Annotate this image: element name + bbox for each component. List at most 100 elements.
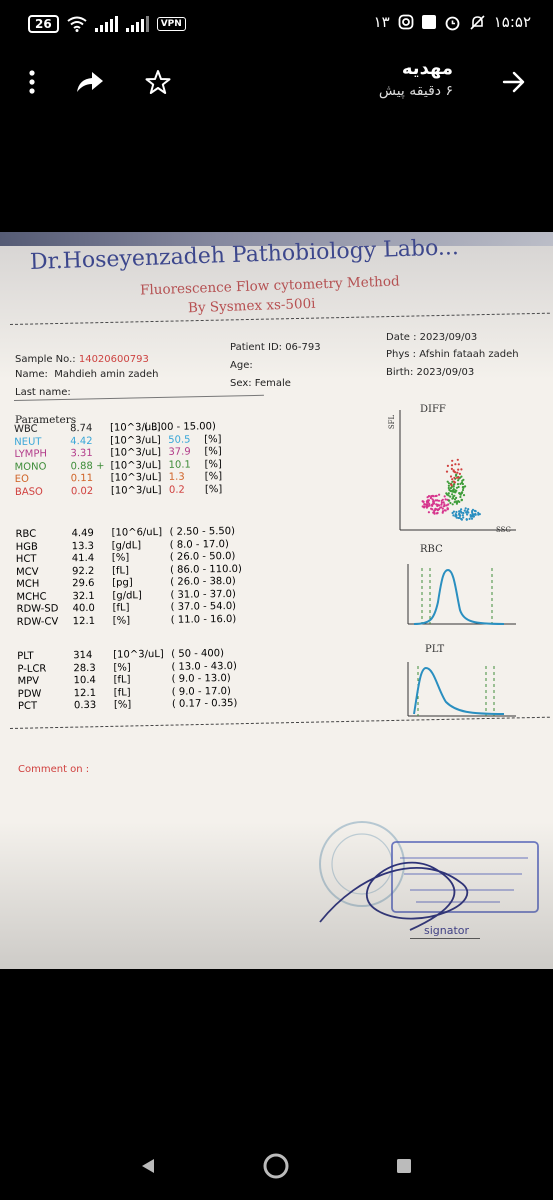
parameter-range [145,459,205,472]
patient-id: Patient ID: 06-793 [230,342,321,353]
parameter-name: PLT [17,650,34,662]
parameter-range: ( 0.17 - 0.35) [171,697,238,710]
parameter-range: ( 8.0 - 17.0) [169,538,229,551]
parameter-value: 32.1 [72,590,95,602]
parameter-unit: [fL] [113,686,131,699]
rbc-histogram [407,564,516,625]
signature-line [410,938,480,939]
parameter-value: 40.0 [72,602,95,615]
rbc-group: RBC 4.49 [10^6/uL] ( 2.50 - 5.50) HGB 13.3 [g/… [15,526,241,629]
sex: Sex: Female [230,378,291,389]
parameter-value: 12.1 [72,615,96,627]
parameter-unit: [fL] [113,674,131,686]
parameter-name: RDW-SD [16,603,59,615]
diff-label: DIFF [420,404,446,415]
battery-indicator: 26 [28,15,59,33]
circle-home-icon [263,1153,289,1179]
photo-top-edge [0,232,553,246]
parameter-value: 0.88 + [70,460,105,472]
wbc-group: WBC 8.74 [10^3/uL]( 3.00 - 15.00) NEUT 4.42[… [14,421,229,499]
parameter-table: WBC 8.74 [10^3/uL] ( 3.00 - 15.00) NEUT 4.42 [… [14,421,242,713]
parameter-name: HGB [15,541,38,553]
parameter-value: 41.4 [71,552,95,565]
parameter-range: ( 9.0 - 13.0) [171,672,231,685]
parameter-range: ( 31.0 - 37.0) [170,588,236,601]
navigation-bar [0,1132,553,1200]
parameter-range: ( 11.0 - 16.0) [170,613,237,626]
parameter-range: ( 26.0 - 50.0) [169,550,236,563]
parameter-name: MPV [17,675,40,687]
parameter-name: BASO [14,486,43,498]
last-name-row: Last name: [15,387,71,398]
vpn-badge: VPN [156,17,186,31]
parameter-value: 3.31 [70,447,93,460]
share-arrow-icon [77,72,103,92]
parameter-value: 4.49 [71,527,94,540]
back-button[interactable] [496,64,532,100]
parameter-range: ( 50 - 400) [171,648,225,660]
device-title: By Sysmex xs-500i [187,295,316,317]
parameter-name: HCT [15,553,37,565]
parameter-name: P-LCR [17,663,47,675]
physician: Phys : Afshin fataah zadeh [386,349,519,360]
sample-no-row: Sample No.: 14020600793 [15,354,149,365]
nav-recents-button[interactable] [390,1152,418,1180]
sent-time: ۶ دقیقه پیش [378,83,453,99]
forward-button[interactable] [72,64,108,100]
method-title: Fluorescence Flow cytometry Method [139,273,400,299]
date: Date : 2023/09/03 [386,332,478,343]
report-photo[interactable]: Dr.Hoseyenzadeh Pathobiology Labo... Flu… [0,232,553,969]
parameter-percent-unit: [%] [204,471,223,483]
parameter-range [144,446,204,459]
parameter-range: ( 3.00 - 15.00) [143,421,216,434]
more-vertical-icon [29,70,35,94]
parameter-name: RBC [15,528,37,540]
parameter-name: MCHC [16,591,47,603]
parameter-range [144,434,204,447]
comment-label: Comment on : [18,764,90,775]
parameter-value: 29.6 [72,577,95,590]
plt-histogram [407,662,516,717]
nav-back-button[interactable] [134,1152,162,1180]
parameter-name: MONO [14,461,47,473]
parameter-range: ( 13.0 - 43.0) [171,660,237,673]
plt-group: PLT 314 [10^3/uL] ( 50 - 400) P-LCR 28.3 [%] ( … [17,648,238,713]
parameter-value: 13.3 [71,540,95,552]
sfl-axis-label: SFL [388,414,397,430]
mute-icon [470,14,485,30]
plt-histogram-label: PLT [425,644,445,655]
parameter-unit: [%] [111,552,130,564]
parameter-value: 10.4 [73,674,96,687]
parameter-name: WBC [14,423,38,435]
parameter-percent-unit: [%] [204,458,222,470]
parameter-name: PCT [17,700,38,712]
parameter-value: 0.33 [73,699,97,712]
parameter-unit: [g/dL] [112,589,142,602]
wifi-icon [67,16,87,32]
parameter-value: 92.2 [71,565,95,577]
alarm-icon [445,16,460,30]
more-options-button[interactable] [14,64,50,100]
parameter-value: 8.74 [69,422,93,435]
nav-home-button[interactable] [262,1152,290,1180]
arrow-right-icon [502,71,525,93]
star-button[interactable] [140,64,176,100]
parameter-unit: [10^3/uL] [113,648,164,661]
sender-name: مهدیه [401,58,453,79]
birth: Birth: 2023/09/03 [386,367,475,378]
clock: ۱۵:۵۲ [493,13,531,31]
parameter-name: LYMPH [14,448,48,460]
parameter-percent-unit: [%] [204,433,222,445]
parameter-value: 28.3 [73,662,96,674]
rbc-histogram-label: RBC [420,544,443,555]
footer-rule [9,716,550,729]
parameter-percent-unit: [%] [204,446,222,458]
parameter-range: ( 37.0 - 54.0) [170,600,237,613]
parameter-value: 0.11 [70,472,94,485]
notification-count: ۱۳ [373,13,390,31]
parameter-value: 12.1 [73,687,97,699]
parameter-name: MCH [16,578,40,590]
parameter-unit: [%] [112,614,131,627]
square-recents-icon [397,1159,411,1173]
